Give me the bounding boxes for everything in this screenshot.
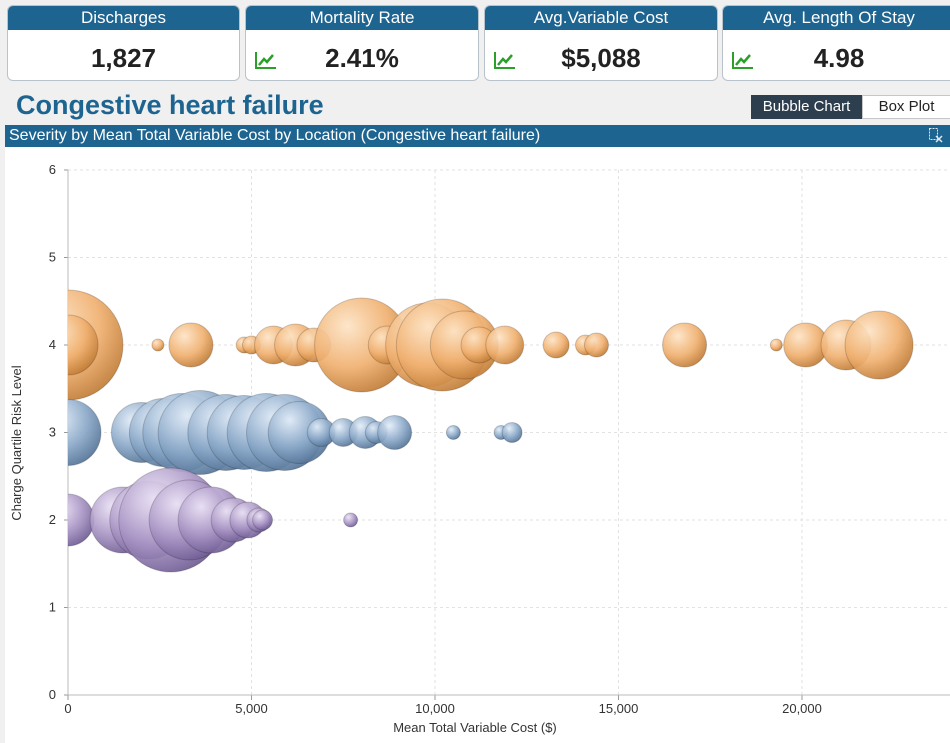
bubble-level-2[interactable]: [252, 509, 274, 531]
y-tick-label: 3: [49, 425, 56, 440]
panel-header: Severity by Mean Total Variable Cost by …: [5, 125, 950, 147]
kpi-avg-variable-cost: Avg.Variable Cost $5,088: [484, 5, 718, 81]
x-tick-label: 15,000: [599, 701, 639, 716]
y-tick-label: 5: [49, 250, 56, 265]
bubble-level-4[interactable]: [844, 310, 914, 380]
bubble-level-4[interactable]: [168, 322, 214, 368]
bubble-level-3[interactable]: [445, 425, 461, 440]
y-tick-label: 1: [49, 600, 56, 615]
trend-up-icon[interactable]: [731, 50, 755, 70]
y-tick-label: 6: [49, 162, 56, 177]
kpi-discharges: Discharges 1,827: [7, 5, 240, 81]
kpi-value: 1,827: [90, 43, 157, 73]
kpi-label: Discharges: [8, 6, 239, 30]
x-tick-label: 0: [64, 701, 71, 716]
bubble-level-2[interactable]: [343, 512, 359, 528]
kpi-label: Avg. Length Of Stay: [723, 6, 950, 30]
y-tick-label: 2: [49, 512, 56, 527]
x-tick-label: 20,000: [782, 701, 822, 716]
kpi-label: Mortality Rate: [246, 6, 478, 30]
bubble-level-4[interactable]: [662, 322, 708, 368]
chart-panel: 0 1 2 3 4 5 6 0 5,000 10,000 15,000 20,000 Mean Tot…: [5, 147, 950, 743]
kpi-value: $5,088: [561, 43, 641, 73]
panel-title: Severity by Mean Total Variable Cost by …: [9, 127, 541, 144]
x-tick-label: 10,000: [415, 701, 455, 716]
bubble-level-4[interactable]: [38, 314, 99, 376]
y-tick-label: 4: [49, 337, 56, 352]
bubble-level-3[interactable]: [35, 399, 102, 466]
bubble-level-4[interactable]: [485, 325, 525, 365]
export-icon[interactable]: [928, 127, 944, 143]
kpi-mortality-rate: Mortality Rate 2.41%: [245, 5, 479, 81]
bubble-level-4[interactable]: [583, 332, 609, 358]
page-title: Congestive heart failure: [16, 90, 324, 120]
x-tick-label: 5,000: [235, 701, 268, 716]
kpi-value: 4.98: [813, 43, 865, 73]
bubble-level-4[interactable]: [769, 338, 783, 352]
kpi-label: Avg.Variable Cost: [485, 6, 717, 30]
kpi-value: 2.41%: [325, 43, 399, 73]
bubble-level-3[interactable]: [377, 415, 413, 450]
bubble-chart: 0 1 2 3 4 5 6 0 5,000 10,000 15,000 20,000 Mean Tot…: [9, 162, 950, 735]
bubble-level-4[interactable]: [151, 338, 165, 352]
y-axis-label: Charge Quartile Risk Level: [9, 365, 24, 520]
trend-up-icon[interactable]: [493, 50, 517, 70]
kpi-avg-length-of-stay: Avg. Length Of Stay 4.98: [722, 5, 950, 81]
bubble-level-3[interactable]: [501, 422, 523, 443]
bubble-chart-tab[interactable]: Bubble Chart: [751, 95, 862, 119]
x-axis-label: Mean Total Variable Cost ($): [393, 720, 557, 735]
box-plot-tab[interactable]: Box Plot: [862, 95, 950, 119]
y-tick-label: 0: [49, 687, 56, 702]
bubble-level-4[interactable]: [542, 331, 570, 359]
trend-up-icon[interactable]: [254, 50, 278, 70]
